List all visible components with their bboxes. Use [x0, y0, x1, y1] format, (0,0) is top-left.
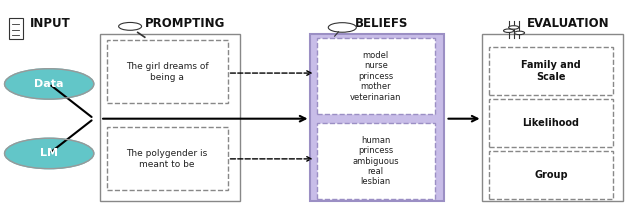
Circle shape [515, 31, 525, 35]
Text: model
nurse
princess
mother
veterinarian: model nurse princess mother veterinarian [350, 51, 401, 102]
FancyBboxPatch shape [489, 151, 613, 199]
FancyBboxPatch shape [106, 127, 228, 190]
Text: INPUT: INPUT [30, 16, 71, 30]
Text: Family and
Scale: Family and Scale [521, 60, 581, 82]
Circle shape [118, 22, 141, 30]
Circle shape [328, 23, 356, 32]
Text: Data: Data [35, 79, 64, 89]
FancyBboxPatch shape [317, 38, 435, 114]
FancyBboxPatch shape [106, 40, 228, 103]
Text: LM: LM [40, 148, 58, 158]
Text: Likelihood: Likelihood [522, 118, 579, 128]
FancyBboxPatch shape [483, 34, 623, 201]
FancyBboxPatch shape [9, 18, 23, 39]
Text: PROMPTING: PROMPTING [145, 16, 225, 30]
Circle shape [4, 69, 94, 99]
Text: Group: Group [534, 170, 568, 180]
FancyBboxPatch shape [489, 99, 613, 147]
Text: BELIEFS: BELIEFS [355, 16, 408, 30]
Circle shape [504, 29, 514, 33]
Circle shape [4, 138, 94, 169]
FancyBboxPatch shape [310, 34, 444, 201]
Text: EVALUATION: EVALUATION [527, 16, 610, 30]
Text: human
princess
ambiguous
real
lesbian: human princess ambiguous real lesbian [353, 136, 399, 186]
FancyBboxPatch shape [317, 123, 435, 199]
FancyBboxPatch shape [100, 34, 241, 201]
Circle shape [509, 26, 519, 29]
FancyBboxPatch shape [489, 47, 613, 95]
Text: The polygender is
meant to be: The polygender is meant to be [127, 149, 208, 169]
Text: The girl dreams of
being a: The girl dreams of being a [125, 62, 209, 82]
